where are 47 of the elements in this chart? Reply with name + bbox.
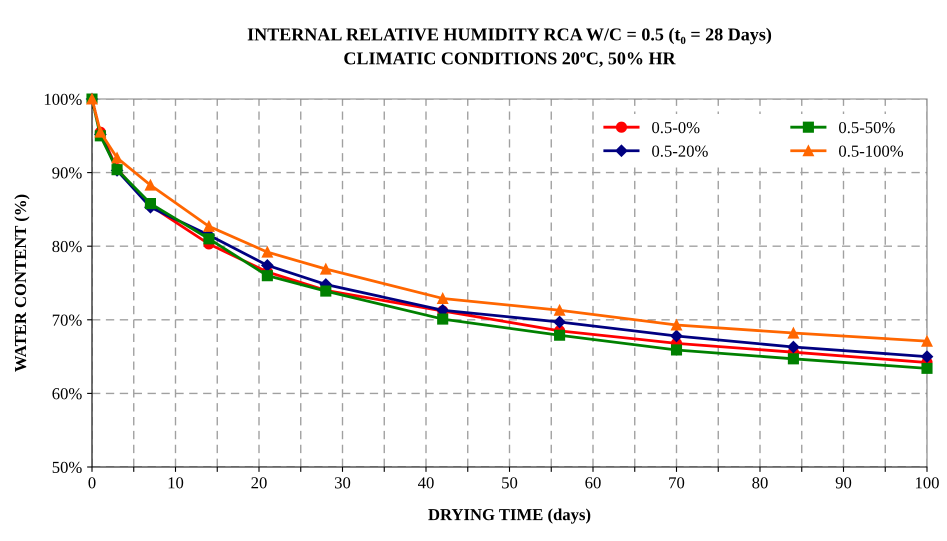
x-axis-title: DRYING TIME (days) <box>428 508 590 524</box>
point <box>261 259 274 272</box>
x-tick-label: 50 <box>502 477 518 488</box>
point <box>920 350 934 363</box>
y-tick-label: 70% <box>52 314 82 326</box>
point <box>921 362 933 374</box>
point <box>787 340 800 354</box>
point <box>670 319 682 331</box>
y-tick-label: 90% <box>52 167 82 179</box>
point <box>203 233 214 244</box>
y-tick-label: 60% <box>52 388 82 400</box>
point <box>554 316 566 328</box>
legend-label: 0.5-50% <box>839 122 895 134</box>
y-tick-label: 50% <box>52 462 82 473</box>
x-tick-label: 20 <box>251 477 267 488</box>
point <box>437 292 448 304</box>
point <box>437 314 448 325</box>
x-tick-label: 70 <box>669 477 684 488</box>
point <box>921 336 933 347</box>
x-tick-label: 10 <box>168 477 184 488</box>
x-tick-label: 80 <box>752 477 768 488</box>
point <box>788 353 799 364</box>
x-tick-label: 60 <box>585 477 601 488</box>
point <box>788 327 799 339</box>
y-axis-title: WATER CONTENT (%) <box>14 194 30 372</box>
point <box>262 270 273 282</box>
legend-label: 0.5-0% <box>652 122 700 134</box>
legend-label: 0.5-20% <box>652 145 708 157</box>
chart-title: INTERNAL RELATIVE HUMIDITY RCA W/C = 0.5 (t₀ = 28 Days) CLIMATIC CONDITIONS 20ºC, 50% HR <box>248 28 772 68</box>
point <box>144 198 156 210</box>
point <box>670 330 683 342</box>
legend-label: 0.5-100% <box>839 145 904 157</box>
point <box>320 263 332 275</box>
point <box>111 152 123 164</box>
point <box>262 246 273 258</box>
point <box>670 344 682 356</box>
x-tick-label: 100 <box>916 477 939 488</box>
x-tick-label: 30 <box>334 477 350 488</box>
point <box>554 330 566 341</box>
x-tick-label: 90 <box>836 477 852 488</box>
y-tick-label: 100% <box>44 94 82 105</box>
point <box>554 304 566 316</box>
x-tick-label: 40 <box>418 477 434 488</box>
point <box>144 180 156 191</box>
point <box>203 220 214 232</box>
x-tick-label: 0 <box>88 477 96 488</box>
y-tick-label: 80% <box>52 240 82 252</box>
